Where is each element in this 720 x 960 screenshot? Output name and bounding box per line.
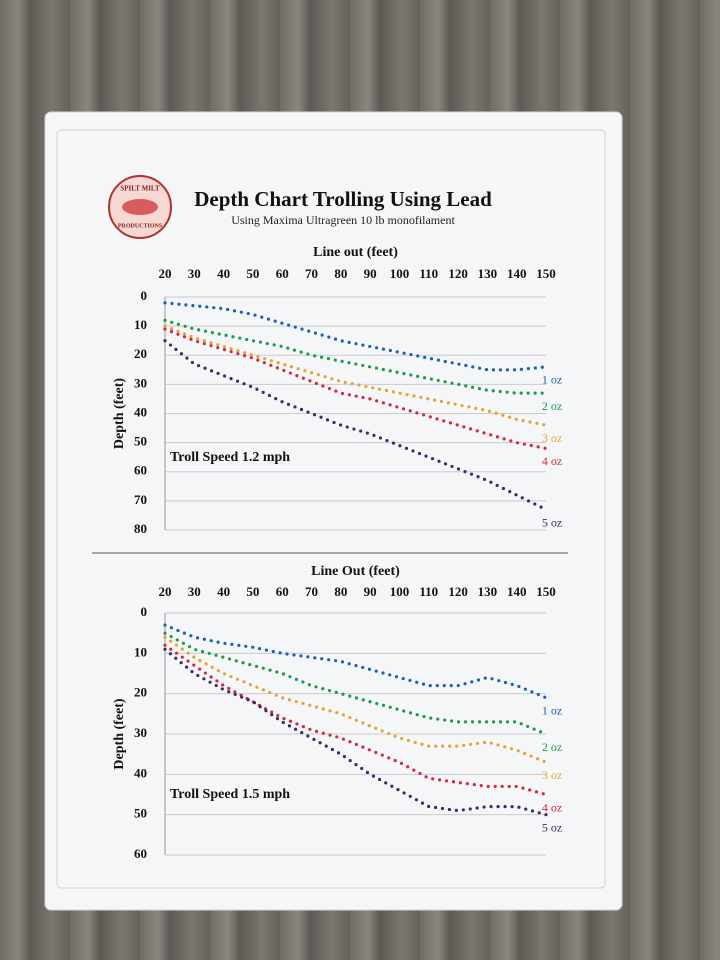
x-tick-label: 90 (364, 266, 377, 281)
y-tick-label: 0 (141, 288, 148, 303)
y-tick-label: 60 (134, 463, 147, 478)
x-tick-label: 50 (246, 266, 259, 281)
series-line (163, 318, 548, 395)
y-tick-label: 20 (134, 685, 147, 700)
legend-label: 1 oz (542, 373, 562, 387)
series-line (163, 647, 548, 817)
x-tick-label: 60 (276, 266, 289, 281)
y-tick-label: 70 (134, 492, 147, 507)
x-tick-label: 150 (536, 584, 556, 599)
y-tick-label: 50 (134, 434, 147, 449)
x-tick-label: 30 (188, 266, 201, 281)
subtitle: Using Maxima Ultragreen 10 lb monofilame… (231, 213, 455, 227)
legend-label: 3 oz (542, 768, 562, 782)
legend-label: 3 oz (542, 431, 562, 445)
x-tick-label: 50 (246, 584, 259, 599)
series-line (163, 324, 548, 427)
x-tick-label: 80 (334, 266, 347, 281)
legend-label: 2 oz (542, 740, 562, 754)
x-tick-label: 30 (188, 584, 201, 599)
x-tick-label: 120 (448, 266, 468, 281)
x-tick-label: 70 (305, 584, 318, 599)
x-tick-label: 60 (276, 584, 289, 599)
y-tick-label: 40 (134, 765, 147, 780)
x-tick-label: 70 (305, 266, 318, 281)
x-tick-label: 140 (507, 584, 527, 599)
x-tick-label: 80 (334, 584, 347, 599)
x-tick-label: 140 (507, 266, 527, 281)
annotation: Troll Speed 1.5 mph (170, 787, 290, 802)
y-tick-label: 60 (134, 846, 147, 861)
series-line (163, 631, 548, 736)
x-tick-label: 130 (478, 584, 498, 599)
logo-text: SPILT MILT (120, 185, 160, 193)
series-line (163, 623, 548, 700)
y-tick-label: 10 (134, 644, 147, 659)
legend-label: 5 oz (542, 515, 562, 529)
x-tick-label: 110 (419, 266, 438, 281)
logo-fish (122, 199, 158, 215)
y-tick-label: 10 (134, 317, 147, 332)
y-tick-label: 80 (134, 521, 147, 536)
x-tick-label: 20 (159, 584, 172, 599)
legend-label: 1 oz (542, 703, 562, 717)
series-line (163, 635, 548, 764)
y-tick-label: 20 (134, 346, 147, 361)
x-tick-label: 120 (448, 584, 468, 599)
series-line (163, 301, 548, 372)
y-axis-label: Depth (feet) (112, 378, 127, 449)
card-border (56, 129, 606, 889)
x-axis-label: Line out (feet) (313, 245, 398, 260)
x-tick-label: 90 (364, 584, 377, 599)
card (44, 111, 623, 911)
legend-label: 2 oz (542, 399, 562, 413)
series-line (163, 327, 548, 451)
annotation: Troll Speed 1.2 mph (170, 450, 290, 465)
x-tick-label: 110 (419, 584, 438, 599)
x-tick-label: 130 (478, 266, 498, 281)
legend-label: 4 oz (542, 800, 562, 814)
x-tick-label: 40 (217, 266, 230, 281)
x-tick-label: 150 (536, 266, 556, 281)
y-tick-label: 40 (134, 404, 147, 419)
y-axis-label: Depth (feet) (112, 698, 127, 769)
y-tick-label: 50 (134, 806, 147, 821)
x-tick-label: 40 (217, 584, 230, 599)
y-tick-label: 30 (134, 375, 147, 390)
legend-label: 5 oz (542, 820, 562, 834)
x-tick-label: 100 (390, 266, 410, 281)
series-line (163, 643, 548, 797)
y-tick-label: 30 (134, 725, 147, 740)
x-tick-label: 100 (390, 584, 410, 599)
y-tick-label: 0 (141, 604, 148, 619)
legend-label: 4 oz (542, 454, 562, 468)
x-tick-label: 20 (159, 266, 172, 281)
logo-text: PRODUCTIONS (118, 223, 163, 229)
title: Depth Chart Trolling Using Lead (194, 187, 492, 211)
x-axis-label: Line Out (feet) (311, 564, 400, 579)
